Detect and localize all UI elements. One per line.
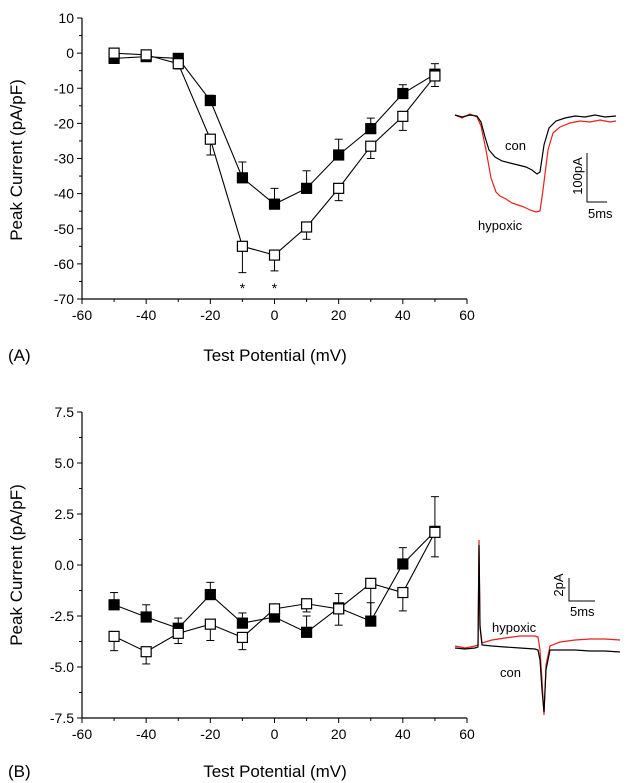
panel-a-plot: -60 -40 -20 0 20 40 60100-10-20-30-40-50-60-70… bbox=[54, 10, 475, 323]
panel-a-ytick-label: -10 bbox=[54, 80, 74, 96]
panel-a-ytick-label: -60 bbox=[54, 256, 74, 272]
panel-a-filled-series-point bbox=[397, 87, 409, 100]
panel-b-ytick-label: 7.5 bbox=[55, 404, 75, 420]
panel-b-ytick-label: -2.5 bbox=[50, 608, 74, 624]
panel-a-filled-series-point bbox=[333, 149, 345, 161]
panel-a-significance-marker: * bbox=[240, 280, 246, 296]
panel-a-filled-series-point bbox=[268, 198, 281, 210]
panel-a-ytick-label: 10 bbox=[58, 10, 74, 26]
inset-b-scale-horizontal: 5ms bbox=[570, 604, 595, 619]
panel-a-filled-series-point bbox=[300, 182, 313, 194]
inset-a-scale-horizontal: 5ms bbox=[588, 206, 613, 221]
panel-b-open-series-point bbox=[365, 577, 377, 589]
panel-a-filled-series-line bbox=[114, 56, 436, 205]
panel-b-filled-series-point bbox=[140, 611, 152, 623]
panel-a-open-series-line bbox=[114, 52, 436, 256]
panel-b-open-series-point bbox=[268, 603, 281, 615]
panel-b-xtick-label: 40 bbox=[395, 726, 411, 742]
panel-b-open-series-point bbox=[300, 598, 313, 610]
panel-b-xtick-label: -20 bbox=[200, 726, 220, 742]
panel-a-ytick-label: -70 bbox=[54, 291, 74, 307]
panel-a-ylabel: Peak Current (pA/pF) bbox=[7, 79, 26, 241]
inset-a-con-label: con bbox=[505, 138, 526, 153]
panel-b-xtick-label: 0 bbox=[271, 726, 279, 742]
panel-a-ytick-label: -20 bbox=[54, 115, 74, 131]
inset-b-scale-vertical: 2pA bbox=[551, 573, 566, 596]
inset-b-con-trace bbox=[454, 544, 621, 713]
panel-a-label: (A) bbox=[8, 346, 31, 365]
inset-a-scale-vertical: 100pA bbox=[570, 157, 585, 195]
panel-a-open-series-point bbox=[268, 249, 281, 261]
panel-a-filled-series-point bbox=[204, 94, 216, 107]
panel-a-open-series-point bbox=[236, 240, 249, 252]
panel-b-open-series-point bbox=[397, 586, 409, 599]
panel-b-plot: -60 -40 -20 0 20 40 60 7.5 5.0 2.5 0.0 -2.5 -5.0 -7.5 bbox=[50, 404, 475, 742]
panel-a-xtick-label: -20 bbox=[200, 307, 220, 323]
panel-a-filled-series-point bbox=[365, 123, 377, 135]
panel-b-xtick-label: 60 bbox=[459, 726, 475, 742]
panel-b-xtick-label: 20 bbox=[331, 726, 347, 742]
panel-a-xlabel: Test Potential (mV) bbox=[203, 346, 347, 365]
panel-b-open-series-point bbox=[172, 627, 184, 639]
panel-b-filled-series-point bbox=[300, 626, 313, 638]
panel-a-ytick-label: -30 bbox=[54, 151, 74, 167]
panel-a-open-series-point bbox=[172, 58, 184, 70]
panel-a-open-series-point bbox=[140, 49, 152, 61]
panel-b-xtick-label: -40 bbox=[136, 726, 156, 742]
inset-a-hypoxic-label: hypoxic bbox=[478, 218, 523, 233]
panel-b-ytick-label: 0.0 bbox=[55, 557, 75, 573]
panel-b-open-series-point bbox=[333, 603, 345, 615]
panel-b-ytick-label: -7.5 bbox=[50, 710, 74, 726]
inset-a-hypoxic-trace bbox=[454, 113, 617, 213]
inset-b-hypoxic-label: hypoxic bbox=[492, 620, 537, 635]
panel-b-xtick-label: -60 bbox=[72, 726, 92, 742]
panel-b-filled-series-point bbox=[204, 588, 216, 601]
panel-b-filled-series-point bbox=[397, 558, 409, 570]
panel-a-ytick-label: -50 bbox=[54, 221, 74, 237]
panel-b-ytick-label: 2.5 bbox=[55, 506, 75, 522]
panel-a-xtick-label: 40 bbox=[395, 307, 411, 323]
panel-b-open-series-point bbox=[204, 618, 216, 630]
panel-b-open-series-point bbox=[108, 630, 120, 643]
panel-a-open-series-point bbox=[333, 182, 345, 194]
panel-a-open-series-point bbox=[108, 47, 120, 59]
inset-a-con-trace bbox=[454, 114, 617, 175]
inset-b-scale-bar bbox=[568, 578, 595, 602]
inset-b-con-label: con bbox=[500, 665, 521, 680]
inset-a-scale-bar bbox=[586, 153, 607, 203]
panel-a-xtick-label: 20 bbox=[331, 307, 347, 323]
panel-b-filled-series-point bbox=[108, 599, 120, 611]
panel-a-open-series-point bbox=[429, 70, 441, 82]
panel-b-label: (B) bbox=[8, 762, 31, 781]
panel-b-open-series-point bbox=[236, 631, 249, 644]
panel-b-ylabel: Peak Current (pA/pF) bbox=[7, 484, 26, 646]
panel-a-open-series-point bbox=[300, 221, 313, 233]
panel-b-filled-series-point bbox=[236, 617, 249, 629]
panel-b-filled-series-point bbox=[365, 615, 377, 627]
panel-a-xtick-label: 0 bbox=[271, 307, 279, 323]
panel-b-ytick-label: 5.0 bbox=[55, 455, 75, 471]
panel-a-ytick-label: -40 bbox=[54, 186, 74, 202]
panel-b-open-series-point bbox=[429, 526, 441, 538]
panel-a-inset: con hypoxic 100pA 5ms bbox=[454, 113, 617, 233]
panel-a-open-series-point bbox=[204, 133, 216, 145]
panel-b-inset: hypoxic con 2pA 5ms bbox=[454, 539, 621, 716]
panel-b-open-series-point bbox=[140, 646, 152, 658]
panel-a-ytick-label: 0 bbox=[66, 45, 74, 61]
panel-a-xtick-label: -40 bbox=[136, 307, 156, 323]
panel-a-xtick-label: -60 bbox=[72, 307, 92, 323]
panel-b-xlabel: Test Potential (mV) bbox=[203, 762, 347, 781]
panel-a-open-series-point bbox=[365, 140, 377, 152]
panel-a-open-series-point bbox=[397, 110, 409, 122]
panel-a-significance-marker: * bbox=[272, 280, 278, 296]
panel-a-xtick-label: 60 bbox=[459, 307, 475, 323]
panel-b-ytick-label: -5.0 bbox=[50, 659, 74, 675]
panel-a-filled-series-point bbox=[236, 172, 249, 184]
